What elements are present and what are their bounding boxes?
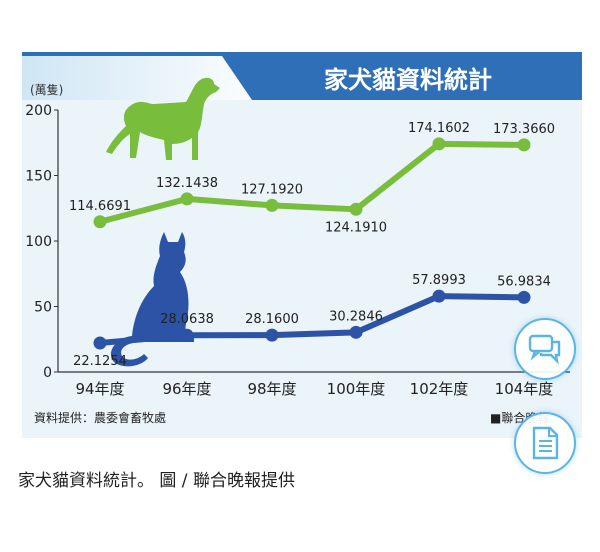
image-caption: 家犬貓資料統計。 圖 / 聯合晚報提供	[18, 471, 295, 491]
y-tick-label: 0	[43, 365, 52, 381]
data-point	[432, 289, 446, 303]
data-point	[517, 290, 531, 304]
chart-title: 家犬貓資料統計	[324, 66, 492, 94]
series-line	[97, 293, 527, 347]
data-label: 22.1254	[73, 354, 127, 369]
data-label: 127.1920	[241, 182, 303, 197]
data-point	[432, 137, 446, 151]
data-label: 56.9834	[497, 274, 551, 289]
data-label: 30.2846	[329, 309, 383, 324]
series-line	[97, 140, 527, 225]
data-point	[180, 192, 194, 206]
data-label: 57.8993	[412, 273, 466, 288]
data-label: 28.0638	[160, 312, 214, 327]
y-axis-label: (萬隻)	[30, 82, 63, 97]
x-tick-label: 102年度	[410, 380, 469, 398]
data-point	[180, 328, 194, 342]
series-layer: 114.6691 132.1438 127.1920 124.1910 174.1602…	[69, 121, 555, 369]
data-point	[93, 215, 107, 229]
data-label: 174.1602	[408, 121, 470, 136]
dog-icon	[106, 77, 220, 160]
data-point	[349, 325, 363, 339]
chat-bubbles-icon	[528, 334, 561, 365]
x-tick-label: 98年度	[247, 380, 296, 398]
x-tick-label: 100年度	[327, 380, 386, 398]
data-label: 173.3660	[493, 122, 555, 137]
document-button[interactable]	[514, 412, 576, 474]
document-icon	[532, 426, 559, 460]
axes: 0 50 100 150 200 94年度 96年度 98年度 100年度 102年度 104年度	[25, 103, 570, 398]
data-point	[265, 328, 279, 342]
chart-svg: 家犬貓資料統計 (萬隻) 0 50 100 150 200 94年度 96年度 98年度 100…	[22, 52, 582, 425]
y-tick-label: 50	[34, 300, 52, 316]
data-label: 114.6691	[69, 199, 131, 214]
source-note: 資料提供：農委會畜牧處	[34, 410, 166, 425]
cat-icon	[110, 232, 194, 367]
y-tick-label: 200	[25, 103, 52, 119]
chart-figure: 家犬貓資料統計 (萬隻) 0 50 100 150 200 94年度 96年度 98年度 100…	[22, 52, 582, 438]
data-point	[349, 202, 363, 216]
data-point	[93, 336, 107, 350]
x-tick-label: 94年度	[75, 380, 124, 398]
title-band	[222, 56, 582, 100]
data-label: 132.1438	[156, 176, 218, 191]
data-label: 28.1600	[245, 312, 299, 327]
x-tick-label: 104年度	[495, 380, 554, 398]
y-tick-label: 100	[25, 234, 52, 250]
data-point	[265, 198, 279, 212]
x-tick-label: 96年度	[162, 380, 211, 398]
data-point	[517, 138, 531, 152]
y-tick-label: 150	[25, 169, 52, 185]
data-label: 124.1910	[325, 220, 387, 235]
comment-button[interactable]	[514, 318, 576, 380]
